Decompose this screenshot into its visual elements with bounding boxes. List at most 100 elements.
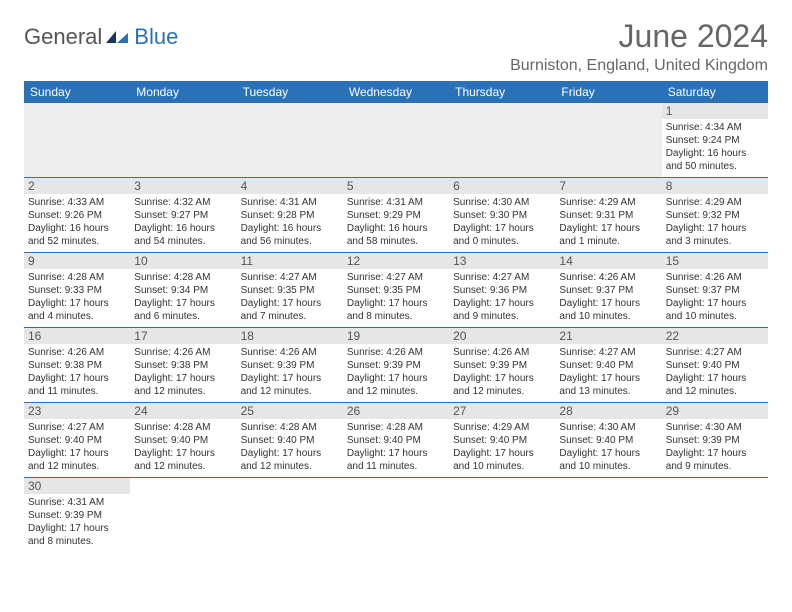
day-info: Sunrise: 4:28 AMSunset: 9:40 PMDaylight:… (347, 421, 445, 473)
day-number: 21 (555, 328, 661, 344)
sunset-text: Sunset: 9:28 PM (241, 209, 339, 222)
daylight-text: Daylight: 17 hours and 10 minutes. (559, 297, 657, 323)
calendar-cell (555, 103, 661, 178)
sunrise-text: Sunrise: 4:26 AM (666, 271, 764, 284)
day-info: Sunrise: 4:27 AMSunset: 9:40 PMDaylight:… (28, 421, 126, 473)
header: General Blue June 2024 Burniston, Englan… (24, 18, 768, 75)
sunrise-text: Sunrise: 4:29 AM (666, 196, 764, 209)
day-info: Sunrise: 4:26 AMSunset: 9:38 PMDaylight:… (28, 346, 126, 398)
calendar-cell: 8 Sunrise: 4:29 AMSunset: 9:32 PMDaylight… (662, 178, 768, 253)
daylight-text: Daylight: 17 hours and 12 minutes. (666, 372, 764, 398)
daylight-text: Daylight: 16 hours and 52 minutes. (28, 222, 126, 248)
sunset-text: Sunset: 9:35 PM (241, 284, 339, 297)
calendar-row: 9Sunrise: 4:28 AMSunset: 9:33 PMDaylight… (24, 253, 768, 328)
day-number: 17 (130, 328, 236, 344)
day-info: Sunrise: 4:33 AMSunset: 9:26 PMDaylight:… (28, 196, 126, 248)
day-number: 14 (555, 253, 661, 269)
sunset-text: Sunset: 9:36 PM (453, 284, 551, 297)
sunset-text: Sunset: 9:40 PM (134, 434, 232, 447)
daylight-text: Daylight: 17 hours and 9 minutes. (453, 297, 551, 323)
title-location: Burniston, England, United Kingdom (510, 57, 768, 75)
sunset-text: Sunset: 9:35 PM (347, 284, 445, 297)
weekday-header-row: Sunday Monday Tuesday Wednesday Thursday… (24, 81, 768, 103)
day-number: 30 (24, 478, 130, 494)
daylight-text: Daylight: 17 hours and 11 minutes. (347, 447, 445, 473)
daylight-text: Daylight: 17 hours and 10 minutes. (666, 297, 764, 323)
day-number: 23 (24, 403, 130, 419)
day-info: Sunrise: 4:31 AMSunset: 9:39 PMDaylight:… (28, 496, 126, 548)
day-number: 15 (662, 253, 768, 269)
logo-text-general: General (24, 24, 102, 50)
calendar-cell: 4Sunrise: 4:31 AMSunset: 9:28 PMDaylight… (237, 178, 343, 253)
sunset-text: Sunset: 9:31 PM (559, 209, 657, 222)
day-info: Sunrise: 4:31 AMSunset: 9:29 PMDaylight:… (347, 196, 445, 248)
day-number: 10 (130, 253, 236, 269)
sunset-text: Sunset: 9:32 PM (666, 209, 764, 222)
sunset-text: Sunset: 9:40 PM (559, 359, 657, 372)
sunrise-text: Sunrise: 4:28 AM (134, 271, 232, 284)
sunrise-text: Sunrise: 4:27 AM (28, 421, 126, 434)
calendar-cell: 7Sunrise: 4:29 AMSunset: 9:31 PMDaylight… (555, 178, 661, 253)
day-info: Sunrise: 4:34 AMSunset: 9:24 PMDaylight:… (666, 121, 764, 173)
calendar-cell: 20 Sunrise: 4:26 AMSunset: 9:39 PMDayligh… (449, 328, 555, 403)
day-info: Sunrise: 4:26 AMSunset: 9:37 PMDaylight:… (666, 271, 764, 323)
daylight-text: Daylight: 17 hours and 9 minutes. (666, 447, 764, 473)
calendar-cell: 3Sunrise: 4:32 AMSunset: 9:27 PMDaylight… (130, 178, 236, 253)
calendar-cell: 14Sunrise: 4:26 AMSunset: 9:37 PMDayligh… (555, 253, 661, 328)
sunset-text: Sunset: 9:39 PM (347, 359, 445, 372)
calendar-cell: 11Sunrise: 4:27 AMSunset: 9:35 PMDayligh… (237, 253, 343, 328)
sunrise-text: Sunrise: 4:31 AM (241, 196, 339, 209)
daylight-text: Daylight: 17 hours and 8 minutes. (28, 522, 126, 548)
daylight-text: Daylight: 17 hours and 3 minutes. (666, 222, 764, 248)
daylight-text: Daylight: 16 hours and 58 minutes. (347, 222, 445, 248)
day-info: Sunrise: 4:26 AMSunset: 9:39 PMDaylight:… (453, 346, 551, 398)
weekday-header: Thursday (449, 81, 555, 103)
day-number: 13 (449, 253, 555, 269)
calendar-cell: 9Sunrise: 4:28 AMSunset: 9:33 PMDaylight… (24, 253, 130, 328)
sunrise-text: Sunrise: 4:27 AM (347, 271, 445, 284)
calendar-cell (555, 478, 661, 553)
sunset-text: Sunset: 9:34 PM (134, 284, 232, 297)
day-info: Sunrise: 4:27 AMSunset: 9:35 PMDaylight:… (241, 271, 339, 323)
day-info: Sunrise: 4:27 AMSunset: 9:36 PMDaylight:… (453, 271, 551, 323)
calendar-cell: 26Sunrise: 4:28 AMSunset: 9:40 PMDayligh… (343, 403, 449, 478)
daylight-text: Daylight: 17 hours and 11 minutes. (28, 372, 126, 398)
day-number: 16 (24, 328, 130, 344)
day-info: Sunrise: 4:29 AMSunset: 9:31 PMDaylight:… (559, 196, 657, 248)
calendar-cell (343, 103, 449, 178)
daylight-text: Daylight: 17 hours and 13 minutes. (559, 372, 657, 398)
day-info: Sunrise: 4:29 AMSunset: 9:40 PMDaylight:… (453, 421, 551, 473)
sunset-text: Sunset: 9:27 PM (134, 209, 232, 222)
day-number: 20 (449, 328, 555, 344)
calendar-cell: 23 Sunrise: 4:27 AMSunset: 9:40 PMDayligh… (24, 403, 130, 478)
daylight-text: Daylight: 17 hours and 10 minutes. (453, 447, 551, 473)
calendar-cell: 6Sunrise: 4:30 AMSunset: 9:30 PMDaylight… (449, 178, 555, 253)
daylight-text: Daylight: 17 hours and 1 minute. (559, 222, 657, 248)
title-block: June 2024 Burniston, England, United Kin… (510, 18, 768, 75)
sunrise-text: Sunrise: 4:30 AM (453, 196, 551, 209)
calendar-cell: 30 Sunrise: 4:31 AMSunset: 9:39 PMDayligh… (24, 478, 130, 553)
day-number: 8 (662, 178, 768, 194)
calendar-cell: 29Sunrise: 4:30 AMSunset: 9:39 PMDayligh… (662, 403, 768, 478)
calendar-cell (130, 103, 236, 178)
sunrise-text: Sunrise: 4:26 AM (453, 346, 551, 359)
calendar-row: 23Sunrise: 4:27 AMSunset: 9:40 PMDayligh… (24, 403, 768, 478)
daylight-text: Daylight: 17 hours and 12 minutes. (134, 372, 232, 398)
calendar-cell: 16 Sunrise: 4:26 AMSunset: 9:38 PMDayligh… (24, 328, 130, 403)
sunset-text: Sunset: 9:24 PM (666, 134, 764, 147)
calendar-cell (449, 103, 555, 178)
calendar-cell (449, 478, 555, 553)
calendar-table: Sunday Monday Tuesday Wednesday Thursday… (24, 81, 768, 552)
day-number: 9 (24, 253, 130, 269)
daylight-text: Daylight: 17 hours and 6 minutes. (134, 297, 232, 323)
day-info: Sunrise: 4:26 AMSunset: 9:39 PMDaylight:… (347, 346, 445, 398)
day-info: Sunrise: 4:29 AMSunset: 9:32 PMDaylight:… (666, 196, 764, 248)
calendar-cell (237, 103, 343, 178)
logo: General Blue (24, 24, 178, 50)
calendar-cell: 18Sunrise: 4:26 AMSunset: 9:39 PMDayligh… (237, 328, 343, 403)
sunrise-text: Sunrise: 4:26 AM (347, 346, 445, 359)
day-info: Sunrise: 4:27 AMSunset: 9:40 PMDaylight:… (666, 346, 764, 398)
weekday-header: Friday (555, 81, 661, 103)
calendar-cell: 21Sunrise: 4:27 AMSunset: 9:40 PMDayligh… (555, 328, 661, 403)
sunrise-text: Sunrise: 4:28 AM (347, 421, 445, 434)
